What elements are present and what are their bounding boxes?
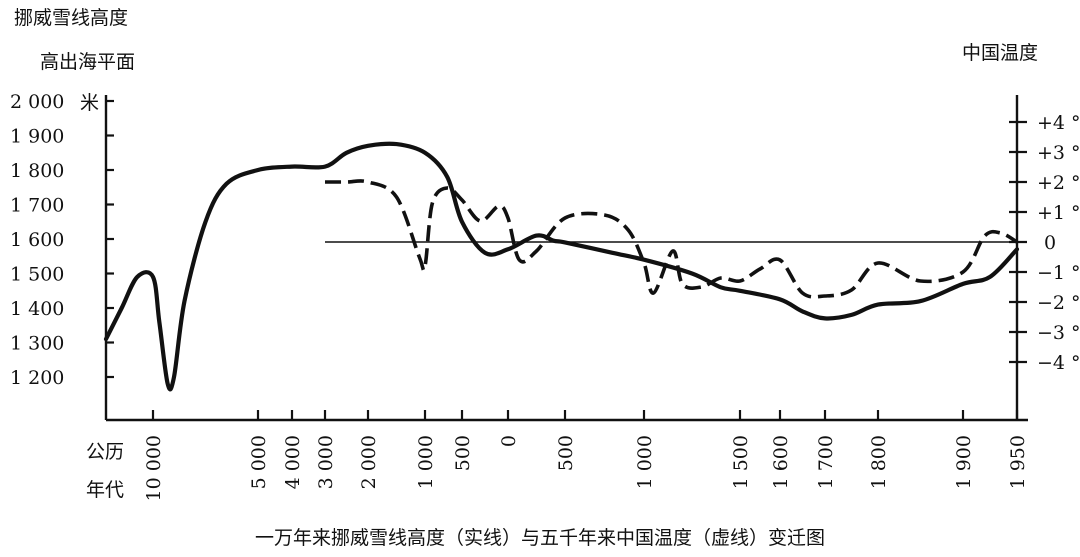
x-tick-label: 0 <box>498 435 520 447</box>
left-axis-unit: 米 <box>80 92 99 114</box>
left-tick-label: 2 000 <box>10 91 64 113</box>
left-axis-ticks: 2 000 1 900 1 800 1 700 1 600 1 500 1 400 1 300… <box>10 91 114 389</box>
x-tick-label: 500 <box>452 435 474 471</box>
chart-title: 一万年来挪威雪线高度（实线）与五千年来中国温度（虚线）变迁图 <box>255 527 825 549</box>
right-tick-label: −1 ° <box>1037 262 1080 284</box>
x-tick-label: 1 000 <box>634 435 656 489</box>
x-tick-label: 1 900 <box>953 435 975 489</box>
left-tick-label: 1 200 <box>10 367 64 389</box>
right-tick-label: +2 ° <box>1037 172 1080 194</box>
left-tick-label: 1 500 <box>10 264 64 286</box>
left-tick-label: 1 900 <box>10 126 64 148</box>
x-tick-label: 1 500 <box>730 435 752 489</box>
right-axis-ticks: +4 ° +3 ° +2 ° +1 ° 0 −1 ° −2 ° −3 ° −4 ° <box>1009 112 1080 374</box>
left-tick-label: 1 800 <box>10 160 64 182</box>
x-tick-label: 1 950 <box>1007 435 1029 489</box>
left-axis-label-line2: 高出海平面 <box>40 51 135 73</box>
x-tick-label: 1 000 <box>415 435 437 489</box>
x-tick-label: 1 600 <box>770 435 792 489</box>
right-tick-label: +4 ° <box>1037 112 1080 134</box>
x-axis-label-line1: 公历 <box>86 441 124 463</box>
x-tick-label: 10 000 <box>143 435 165 501</box>
left-tick-label: 1 700 <box>10 195 64 217</box>
series-temperature-dashed <box>325 179 1018 299</box>
x-tick-label: 4 000 <box>282 435 304 489</box>
x-tick-label: 500 <box>555 435 577 471</box>
left-tick-label: 1 600 <box>10 229 64 251</box>
right-tick-label: −2 ° <box>1037 292 1080 314</box>
right-tick-label: −3 ° <box>1037 322 1080 344</box>
right-tick-label: +3 ° <box>1037 142 1080 164</box>
right-axis-label: 中国温度 <box>962 42 1038 64</box>
right-tick-label: +1 ° <box>1037 202 1080 224</box>
right-tick-label: −4 ° <box>1037 352 1080 374</box>
series-snowline-solid <box>103 141 1020 392</box>
x-axis-label-line2: 年代 <box>86 479 124 501</box>
x-tick-label: 2 000 <box>358 435 380 489</box>
x-tick-label: 1 800 <box>868 435 890 489</box>
x-tick-label: 5 000 <box>248 435 270 489</box>
left-tick-label: 1 400 <box>10 298 64 320</box>
x-axis-ticks: 10 000 5 000 4 000 3 000 2 000 1 000 500 0 500 1 … <box>143 410 1029 501</box>
x-tick-label: 1 700 <box>815 435 837 489</box>
x-tick-label: 3 000 <box>315 435 337 489</box>
right-tick-label: 0 <box>1044 232 1056 254</box>
left-axis-label-line1: 挪威雪线高度 <box>14 7 128 29</box>
left-tick-label: 1 300 <box>10 333 64 355</box>
